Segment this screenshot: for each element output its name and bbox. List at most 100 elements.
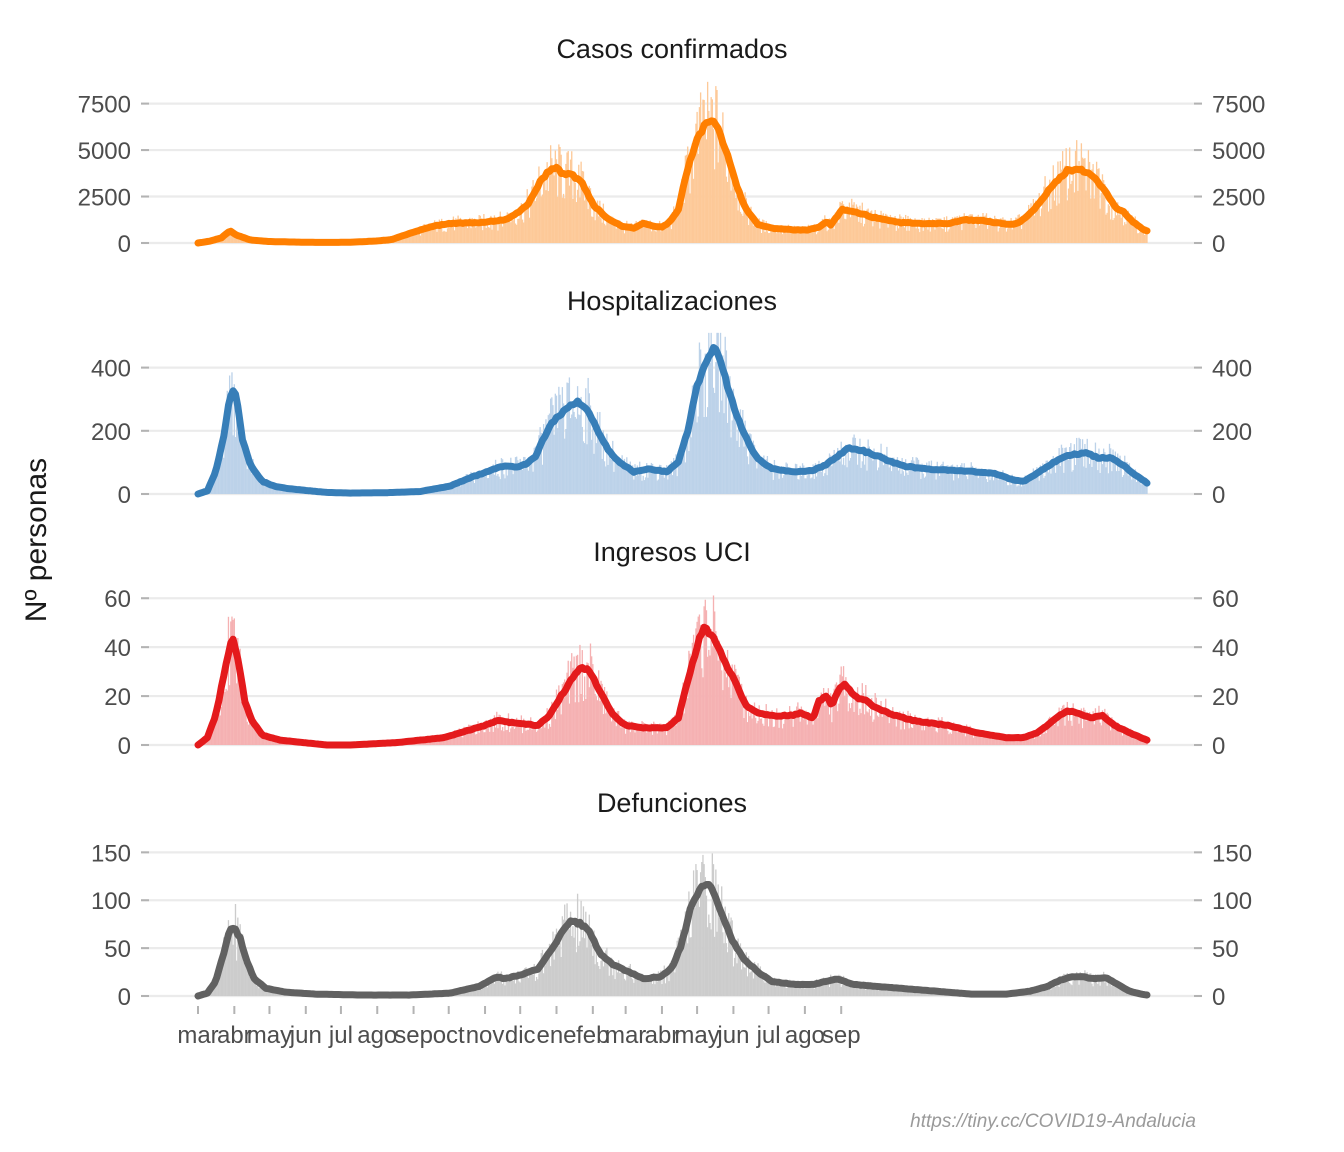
daily-bar — [1064, 974, 1066, 996]
daily-bar — [770, 980, 772, 996]
daily-bar — [552, 405, 554, 494]
daily-bar — [470, 725, 472, 745]
daily-bar — [541, 718, 544, 745]
daily-bar — [505, 467, 507, 494]
daily-bar — [799, 721, 801, 745]
daily-bar — [1042, 201, 1044, 243]
daily-bar — [715, 86, 717, 243]
daily-bar — [482, 230, 484, 243]
daily-bar — [958, 471, 961, 494]
daily-bar — [704, 353, 706, 494]
daily-bar — [1100, 459, 1102, 494]
daily-bar — [871, 698, 873, 745]
daily-bar — [978, 225, 981, 243]
daily-bar — [920, 478, 922, 494]
daily-bar — [767, 464, 770, 494]
daily-bar — [214, 983, 217, 996]
daily-bar — [228, 375, 231, 494]
daily-bar — [605, 713, 607, 745]
daily-bar — [267, 738, 269, 745]
daily-bar — [844, 218, 846, 243]
daily-bar — [1136, 735, 1139, 745]
daily-bar — [974, 731, 976, 745]
y-tick-label-right: 20 — [1212, 684, 1239, 711]
daily-bar — [702, 99, 704, 243]
daily-bar — [832, 459, 834, 494]
daily-bar — [248, 721, 251, 745]
y-tick-label-right: 0 — [1212, 733, 1225, 760]
daily-bar — [655, 727, 657, 745]
daily-bar — [750, 710, 752, 745]
daily-bar — [527, 977, 530, 996]
daily-bar — [649, 726, 651, 745]
daily-bar — [462, 991, 464, 996]
daily-bar — [1118, 988, 1120, 996]
daily-bar — [675, 454, 677, 494]
daily-bar — [1097, 169, 1099, 243]
daily-bar — [922, 473, 924, 494]
daily-bar — [771, 473, 773, 494]
daily-bar — [458, 728, 460, 745]
daily-bar — [832, 227, 834, 243]
daily-bar — [982, 212, 984, 243]
daily-bar — [764, 231, 766, 243]
daily-bar — [519, 212, 521, 243]
daily-bar — [660, 465, 662, 494]
daily-bar — [636, 729, 639, 745]
daily-bar — [987, 735, 989, 745]
daily-bar — [253, 467, 255, 494]
daily-bar — [472, 480, 474, 494]
daily-bar — [484, 476, 486, 494]
daily-bar — [460, 480, 463, 494]
daily-bar — [546, 430, 548, 494]
daily-bar — [657, 971, 660, 996]
daily-bar — [419, 235, 422, 243]
daily-bar — [793, 988, 796, 996]
daily-bar — [1069, 709, 1071, 745]
daily-bar — [483, 214, 485, 243]
daily-bar — [246, 721, 248, 745]
daily-bar — [889, 712, 892, 745]
daily-bar — [494, 221, 497, 243]
daily-bar — [1105, 716, 1107, 745]
daily-bar — [1140, 229, 1142, 243]
daily-bar — [1101, 975, 1104, 996]
daily-bar — [902, 217, 904, 243]
daily-bar — [709, 362, 711, 494]
daily-bar — [668, 472, 670, 494]
daily-bar — [778, 478, 780, 494]
daily-bar — [842, 975, 845, 996]
daily-bar — [860, 467, 862, 494]
daily-bar — [654, 723, 656, 745]
daily-bar — [521, 733, 524, 745]
daily-bar — [568, 185, 571, 243]
daily-bar — [218, 713, 220, 745]
daily-bar — [690, 169, 692, 243]
daily-bar — [402, 238, 404, 243]
daily-bar — [1076, 972, 1078, 996]
daily-bar — [554, 719, 557, 745]
daily-bar — [893, 457, 895, 494]
daily-bar — [593, 930, 595, 996]
daily-bar — [667, 479, 669, 494]
daily-bar — [528, 727, 531, 745]
daily-bar — [240, 701, 243, 745]
daily-bar — [490, 978, 492, 996]
daily-bar — [670, 718, 672, 745]
daily-bar — [804, 712, 806, 745]
daily-bar — [539, 177, 541, 243]
daily-bar — [1046, 460, 1049, 494]
daily-bar — [901, 220, 903, 243]
daily-bar — [750, 971, 752, 996]
daily-bar — [223, 457, 225, 494]
daily-bar — [528, 465, 531, 494]
daily-bar — [252, 716, 254, 745]
daily-bar — [524, 205, 526, 243]
daily-bar — [658, 464, 661, 494]
daily-bar — [706, 927, 709, 996]
daily-bar — [1019, 480, 1022, 494]
daily-bar — [880, 700, 882, 745]
daily-bar — [612, 975, 614, 996]
daily-bar — [449, 223, 451, 243]
daily-bar — [619, 973, 621, 996]
